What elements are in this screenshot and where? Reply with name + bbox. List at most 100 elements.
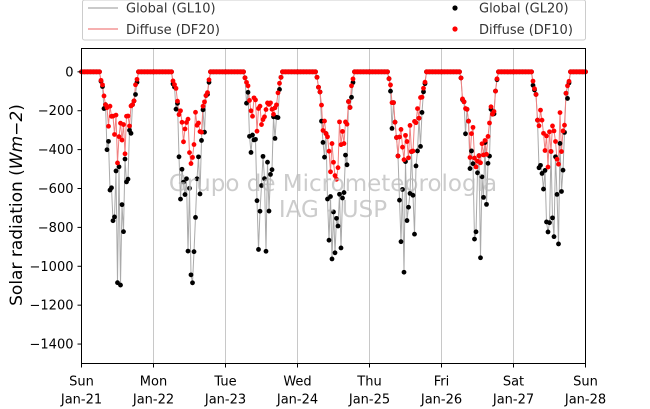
df10-point xyxy=(479,141,485,147)
gl20-point xyxy=(260,153,266,159)
df10-point xyxy=(278,74,284,80)
gl20-point xyxy=(272,136,278,141)
df10-point xyxy=(341,141,347,146)
gl20-point xyxy=(485,160,491,166)
df10-point xyxy=(182,126,188,132)
gl20-point xyxy=(554,192,560,197)
gl20-point xyxy=(191,249,197,255)
gl20-point xyxy=(389,125,395,131)
gl20-point xyxy=(335,223,341,229)
df10-point xyxy=(493,88,498,94)
df10-point xyxy=(544,133,549,139)
df10-point xyxy=(169,69,174,75)
gl20-point xyxy=(197,191,203,197)
x-tick-day: Sun xyxy=(69,375,94,390)
df10-point xyxy=(317,89,323,95)
df10-point xyxy=(187,150,192,156)
gl20-point xyxy=(328,194,333,199)
df10-point xyxy=(337,119,342,125)
legend: Global (GL10) Diffuse (DF20) Global (GL2… xyxy=(82,0,586,41)
y-tick-label: −200 xyxy=(38,104,74,119)
gl20-point xyxy=(539,171,545,176)
df10-point xyxy=(191,142,197,147)
gl20-point xyxy=(110,218,116,224)
x-tick-day: Mon xyxy=(140,375,167,390)
df10-point xyxy=(257,103,263,109)
gl20-point xyxy=(187,185,192,191)
df10-point xyxy=(388,82,393,88)
df10-point xyxy=(329,141,335,146)
gl20-point xyxy=(322,154,327,160)
y-tick-label: −1400 xyxy=(30,338,74,353)
df10-point xyxy=(179,119,185,125)
df10-point xyxy=(548,149,554,154)
plot-frame xyxy=(81,48,586,364)
df10-point xyxy=(127,123,132,129)
gl20-point xyxy=(551,234,557,240)
x-tick-day: Sat xyxy=(503,375,524,390)
gl20-point xyxy=(412,231,417,237)
df10-point xyxy=(115,160,120,166)
gl20-point xyxy=(265,159,270,165)
gl20-point xyxy=(473,229,479,235)
legend-swatch-df10 xyxy=(452,26,458,32)
gl20-point xyxy=(194,176,200,182)
df10-point xyxy=(199,129,204,135)
gl20-point xyxy=(413,163,419,169)
df10-point xyxy=(349,83,354,89)
df10-point xyxy=(466,118,471,124)
df10-point xyxy=(107,103,113,109)
gl20-point xyxy=(401,269,407,275)
df10-point xyxy=(119,137,125,143)
df10-point xyxy=(487,120,492,126)
gl20-point xyxy=(259,183,264,188)
gl20-point xyxy=(332,250,338,256)
df10-point xyxy=(113,112,119,118)
gl20-point xyxy=(185,248,191,254)
x-tick-date: Jan-28 xyxy=(564,393,606,408)
df10-point xyxy=(458,75,464,81)
df10-point xyxy=(334,176,339,182)
df10-point xyxy=(547,129,552,135)
df10-point xyxy=(271,111,276,117)
gl20-point xyxy=(104,147,110,153)
y-tick-label: −1200 xyxy=(30,299,74,314)
gl20-point xyxy=(196,154,201,160)
df10-point xyxy=(397,134,402,140)
gl20-point xyxy=(125,176,131,182)
gl20-point xyxy=(250,132,255,138)
gl20-point xyxy=(176,154,182,160)
gl20-point xyxy=(557,141,563,146)
gl20-point xyxy=(179,166,185,172)
gl20-point xyxy=(245,89,251,95)
df10-point xyxy=(484,151,489,157)
df10-point xyxy=(322,118,327,124)
gl20-point xyxy=(113,168,119,174)
df10-point xyxy=(253,97,258,103)
y-axis-label-unit: Wm xyxy=(7,136,27,169)
gl20-point xyxy=(419,110,425,115)
x-tick-date: Jan-25 xyxy=(348,393,390,408)
df10-point xyxy=(535,117,540,123)
df10-point xyxy=(190,154,195,160)
gl20-point xyxy=(188,272,194,278)
df10-point xyxy=(407,123,413,128)
gl20-point xyxy=(106,138,111,144)
gl20-point xyxy=(475,170,480,176)
gl20-point xyxy=(349,94,354,100)
df10-point xyxy=(344,121,350,127)
df10-point xyxy=(247,98,252,103)
gl20-point xyxy=(467,166,473,171)
df10-point xyxy=(98,77,104,83)
gl20-point xyxy=(181,179,186,185)
x-tick-day: Wed xyxy=(283,375,311,390)
df10-point xyxy=(188,161,194,166)
y-tick-label: −800 xyxy=(38,221,74,236)
gl20-point xyxy=(173,106,179,112)
gl20-point xyxy=(406,204,411,210)
gl20-point xyxy=(268,172,273,177)
y-axis-label-exponent: −2 xyxy=(7,111,27,136)
gl20-point xyxy=(344,162,350,168)
gl20-point xyxy=(257,208,263,214)
df10-point xyxy=(473,164,479,170)
